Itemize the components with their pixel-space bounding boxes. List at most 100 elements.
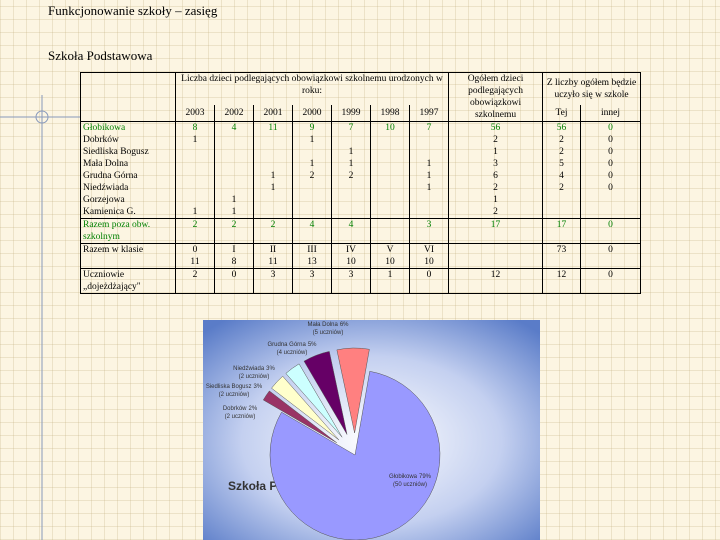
table-cell: 3 bbox=[408, 218, 450, 244]
slice-percent: 3% bbox=[254, 384, 263, 390]
cell-line: I bbox=[232, 245, 236, 255]
slice-label: Głobikowa 79% bbox=[389, 474, 432, 480]
group-header: Liczba dzieci podlegających obowiązkowi … bbox=[174, 71, 450, 105]
table-cell: 1 bbox=[370, 268, 410, 294]
table-row: Kamienica G. 1 1 2 bbox=[80, 206, 642, 219]
pie-slice bbox=[262, 390, 337, 443]
empty-cell bbox=[408, 194, 450, 206]
table-cell: 3 bbox=[331, 268, 371, 294]
table-row: Razem poza obw. szkolnym 2 2 2 4 4 3 17 17 0 bbox=[80, 218, 642, 244]
slice-count: (5 uczniów) bbox=[313, 330, 344, 336]
table-row: Uczniowie „dojeżdżający" 2 0 3 3 3 1 0 12 12 0 bbox=[80, 268, 642, 294]
slice-label: Grudna Górna 5% bbox=[267, 342, 317, 348]
slice-count: (4 uczniów) bbox=[277, 350, 308, 356]
cell-line: IV bbox=[345, 245, 357, 255]
empty-cell bbox=[408, 134, 450, 146]
table-cell: 3 bbox=[292, 268, 332, 294]
table-cell: 17 bbox=[448, 218, 544, 244]
school-subheader: innej bbox=[580, 104, 642, 122]
pie-slice bbox=[285, 363, 343, 438]
table-row: Razem w klasie 0 11 I 8 II 11 III 13 IV 10 V 10 VI 10 7… bbox=[80, 243, 642, 269]
table-cell: 0 bbox=[580, 158, 642, 170]
slice-category: Głobikowa bbox=[389, 474, 418, 480]
slice-category: Siedliska Bogusz bbox=[206, 384, 252, 390]
slide-title: Funkcjonowanie szkoły – zasięg bbox=[48, 3, 218, 18]
table-cell: 0 bbox=[580, 182, 642, 194]
cell-line: 10 bbox=[424, 257, 434, 267]
table-row: Dobrków 1 1 2 2 0 bbox=[80, 134, 642, 146]
table-cell: 1 bbox=[408, 170, 450, 182]
row-label: Razem w klasie bbox=[80, 243, 176, 269]
table-cell: 0 bbox=[408, 268, 450, 294]
header-row: Liczba dzieci podlegających obowiązkowi … bbox=[80, 71, 642, 122]
slice-count: (2 uczniów) bbox=[239, 374, 270, 380]
slice-category: Dobrków bbox=[223, 406, 247, 412]
table-cell: 12 bbox=[542, 268, 582, 294]
cell-line: V bbox=[386, 245, 394, 255]
table-cell: VI 10 bbox=[408, 243, 450, 269]
slice-percent: 79% bbox=[419, 474, 432, 480]
year-header: 1997 bbox=[408, 104, 450, 122]
table-cell: 73 bbox=[542, 243, 582, 269]
cell-line: 11 bbox=[268, 257, 278, 267]
empty-cell bbox=[408, 206, 450, 219]
table-cell: 12 bbox=[448, 268, 544, 294]
slice-category: Grudna Górna bbox=[267, 342, 306, 348]
slice-percent: 5% bbox=[308, 342, 317, 348]
slice-label: Siedliska Bogusz 3% bbox=[206, 384, 263, 390]
slice-count: (50 uczniów) bbox=[393, 482, 427, 488]
table-cell: 7 bbox=[408, 121, 450, 134]
table-row: Niedźwiada 1 1 2 2 0 bbox=[80, 182, 642, 194]
pie-slice bbox=[303, 351, 348, 435]
corner-cell bbox=[80, 72, 176, 122]
cell-line: III bbox=[307, 245, 317, 255]
table-row: Gorzejowa 1 1 bbox=[80, 194, 642, 206]
slice-label: Niedźwiada 3% bbox=[233, 366, 275, 372]
empty-cell bbox=[408, 146, 450, 158]
slice-count: (2 uczniów) bbox=[225, 414, 256, 420]
table-cell: 0 bbox=[580, 121, 642, 134]
cell-line: 10 bbox=[346, 257, 356, 267]
cell-line: 8 bbox=[231, 257, 237, 267]
table-cell: 17 bbox=[542, 218, 582, 244]
table-row: Siedliska Bogusz 1 1 2 0 bbox=[80, 146, 642, 158]
pie-slice bbox=[336, 347, 370, 434]
cell-line: II bbox=[269, 245, 277, 255]
cell-line: 10 bbox=[385, 257, 395, 267]
table-cell: 0 bbox=[580, 218, 642, 244]
empty-cell bbox=[580, 206, 642, 219]
slide-subtitle: Szkoła Podstawowa bbox=[48, 48, 153, 63]
table-row: Grudna Górna 1 2 2 1 6 4 0 bbox=[80, 170, 642, 182]
cell-line: 0 bbox=[192, 245, 198, 255]
slice-count: (2 uczniów) bbox=[219, 392, 250, 398]
table-cell: 0 bbox=[580, 146, 642, 158]
slice-category: Mała Dolna bbox=[307, 322, 338, 328]
cell-line: 13 bbox=[307, 257, 317, 267]
cell-line: 11 bbox=[190, 257, 200, 267]
table-cell: 2 bbox=[214, 218, 254, 244]
empty-cell bbox=[580, 194, 642, 206]
slice-label: Dobrków 2% bbox=[223, 406, 258, 412]
table-cell: III 13 bbox=[292, 243, 332, 269]
data-table: Liczba dzieci podlegających obowiązkowi … bbox=[80, 71, 642, 294]
deco-circle bbox=[35, 110, 49, 124]
table-cell: 0 bbox=[580, 170, 642, 182]
table-cell: 4 bbox=[331, 218, 371, 244]
slice-percent: 6% bbox=[340, 322, 349, 328]
header-row: 2003 2002 2001 2000 1999 1998 1997 Tej innej bbox=[81, 104, 642, 122]
table-row: Głobikowa 8 4 11 9 7 10 7 56 56 0 bbox=[80, 121, 642, 134]
table-cell: 0 bbox=[580, 268, 642, 294]
school-header: Z liczby ogółem będzie uczyło się w szko… bbox=[542, 71, 642, 105]
table-cell: 1 bbox=[408, 158, 450, 170]
pie-slice bbox=[271, 375, 340, 441]
table-cell: 0 bbox=[580, 243, 642, 269]
table-cell: 2 bbox=[253, 218, 293, 244]
slice-category: Niedźwiada bbox=[233, 366, 265, 372]
table-cell: 1 bbox=[408, 182, 450, 194]
table-row: Mała Dolna 1 1 1 3 5 0 bbox=[80, 158, 642, 170]
cell-line: VI bbox=[424, 245, 435, 255]
